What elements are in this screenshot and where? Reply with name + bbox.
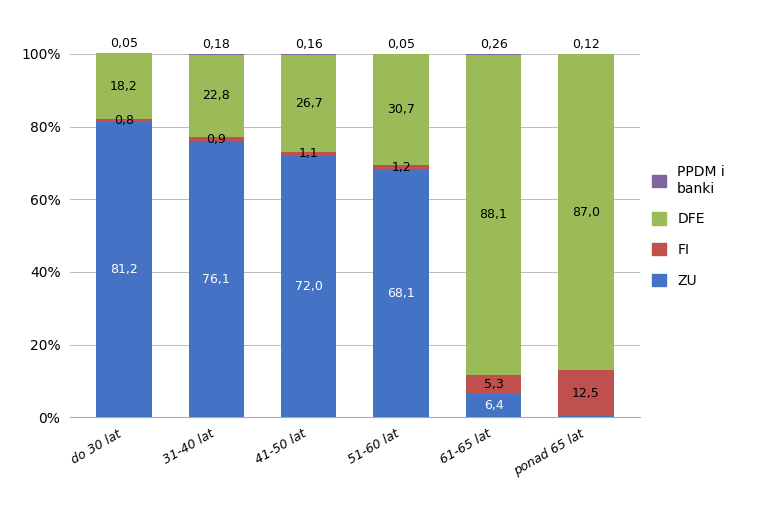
Text: 1,2: 1,2	[392, 161, 411, 174]
Bar	[558, 416, 614, 417]
Text: 0,05: 0,05	[387, 38, 415, 51]
Bar	[281, 156, 336, 417]
Bar	[374, 54, 429, 165]
Text: 0,8: 0,8	[114, 114, 134, 127]
Text: 72,0: 72,0	[295, 280, 323, 293]
Text: 5,3: 5,3	[484, 378, 504, 391]
Text: 22,8: 22,8	[202, 90, 230, 102]
Bar	[189, 137, 244, 140]
Legend: PPDM i
banki, DFE, FI, ZU: PPDM i banki, DFE, FI, ZU	[652, 165, 725, 288]
Bar	[96, 122, 151, 417]
Text: 88,1: 88,1	[480, 208, 508, 221]
Text: 0,26: 0,26	[480, 38, 508, 51]
Bar	[96, 53, 151, 119]
Text: 0,18: 0,18	[202, 38, 230, 51]
Text: 76,1: 76,1	[202, 272, 230, 286]
Text: 30,7: 30,7	[387, 103, 415, 116]
Text: 0,05: 0,05	[110, 37, 138, 50]
Text: 0,12: 0,12	[572, 38, 600, 51]
Bar	[281, 152, 336, 156]
Bar	[374, 170, 429, 417]
Text: 1,1: 1,1	[299, 147, 318, 160]
Text: 18,2: 18,2	[110, 80, 138, 93]
Bar	[189, 54, 244, 137]
Bar	[558, 371, 614, 416]
Bar	[466, 54, 521, 375]
Text: 0,16: 0,16	[295, 38, 323, 51]
Text: 12,5: 12,5	[572, 387, 600, 400]
Bar	[558, 54, 614, 371]
Text: 0,9: 0,9	[206, 132, 226, 146]
Text: 81,2: 81,2	[110, 263, 138, 276]
Text: 6,4: 6,4	[484, 399, 503, 412]
Bar	[466, 394, 521, 417]
Text: 68,1: 68,1	[387, 287, 415, 300]
Bar	[189, 140, 244, 417]
Text: 87,0: 87,0	[572, 206, 600, 219]
Bar	[96, 119, 151, 122]
Bar	[281, 54, 336, 152]
Bar	[374, 165, 429, 170]
Text: 26,7: 26,7	[295, 97, 323, 109]
Bar	[466, 375, 521, 394]
Bar	[466, 53, 521, 54]
